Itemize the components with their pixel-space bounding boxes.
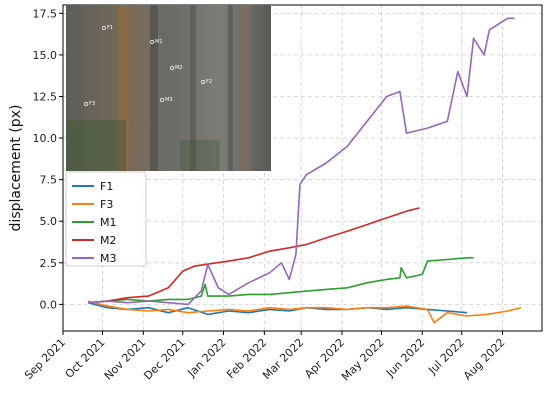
series-line-m1 [87,256,474,304]
series-line-f1 [87,301,468,316]
photo-marker [201,80,205,84]
x-tick-label: Oct 2021 [63,336,108,381]
photo-marker-label: M2 [175,65,183,71]
x-tick-label: Jan 2022 [185,336,229,380]
plot-area-frame [62,4,543,332]
series-line-m2 [87,207,420,304]
x-tick-label: Jul 2022 [425,336,467,378]
photo-marker [102,26,106,30]
photo-marker [170,66,174,70]
y-tick-label: 5.0 [40,215,58,228]
y-tick-label: 10.0 [33,132,58,145]
y-axis-label: displacement (px) [8,105,24,232]
legend-label-m2: M2 [100,234,117,247]
x-tick-label: May 2022 [339,336,387,384]
series-lines [87,17,522,324]
photo-marker [84,102,88,106]
x-tick-label: Jun 2022 [383,336,427,380]
x-tick-label: Aug 2022 [461,336,508,383]
photo-marker [150,40,154,44]
y-tick-label: 7.5 [40,174,58,187]
photo-marker-label: F1 [107,25,113,31]
legend: F1 F3 M1 M2 M3 [65,171,147,267]
photo-marker-label: M3 [165,97,173,103]
y-tick-label: 2.5 [40,257,58,270]
series-line-m3 [87,17,515,306]
legend-label-f3: F3 [100,198,113,211]
inset-photo: F1 M1 M2 F2 F3 M3 [66,5,271,171]
x-tick-label: Sep 2021 [22,336,68,382]
photo-marker-label: F2 [206,79,212,85]
series-line-f3 [87,300,522,324]
photo-marker [160,98,164,102]
y-tick-label: 0.0 [40,298,58,311]
x-tick-label: Nov 2021 [102,336,149,383]
y-tick-label: 12.5 [33,90,58,103]
photo-marker-label: F3 [89,101,95,107]
legend-label-m3: M3 [100,252,117,265]
y-axis: 0.0 2.5 5.0 7.5 10.0 12.5 15.0 17.5 [33,7,63,311]
legend-label-m1: M1 [100,216,117,229]
y-tick-label: 15.0 [33,49,58,62]
x-tick-label: Dec 2021 [141,336,188,383]
legend-label-f1: F1 [100,180,113,193]
y-tick-label: 17.5 [33,7,58,20]
photo-marker-label: M1 [155,39,163,45]
